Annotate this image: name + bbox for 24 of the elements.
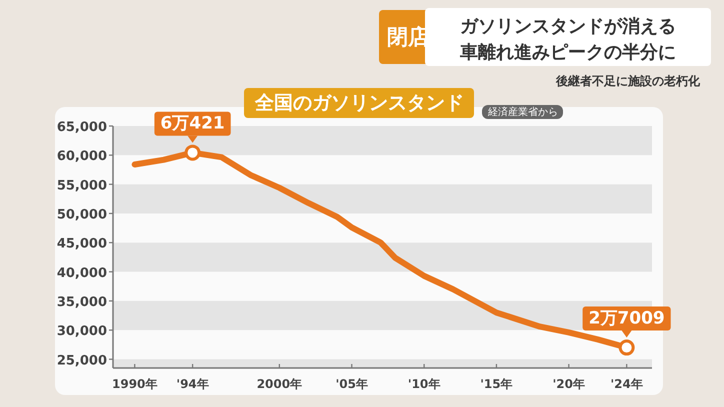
x-tick-label: '94年 xyxy=(176,377,209,391)
annotation: 6万421 xyxy=(160,114,225,134)
y-tick-label: 50,000 xyxy=(56,207,107,222)
x-tick-label: '05年 xyxy=(336,377,368,391)
y-tick-label: 25,000 xyxy=(56,353,107,368)
y-tick-label: 30,000 xyxy=(56,324,107,340)
text: 後継者不足に施設の老朽化 xyxy=(555,74,701,88)
x-tick-label: 1990年 xyxy=(112,377,158,391)
y-tick-label: 35,000 xyxy=(56,294,107,310)
text: 経済産業省から xyxy=(487,106,558,118)
x-tick-label: '20年 xyxy=(552,377,585,391)
x-tick-label: 2000年 xyxy=(256,377,302,391)
x-tick-label: '24年 xyxy=(610,377,643,391)
annotation: 2万7009 xyxy=(588,308,665,329)
y-tick-label: 65,000 xyxy=(56,120,107,135)
x-tick-label: '10年 xyxy=(408,377,440,391)
x-tick-label: '15年 xyxy=(480,377,513,391)
text: ガソリンスタンドが消える xyxy=(460,16,676,37)
y-tick-label: 45,000 xyxy=(56,236,107,252)
chart-title: 全国のガソリンスタンド xyxy=(254,92,464,114)
y-tick-label: 60,000 xyxy=(56,149,107,164)
y-tick-label: 40,000 xyxy=(56,266,107,281)
text: 車離れ進みピークの半分に xyxy=(459,42,676,63)
y-tick-label: 55,000 xyxy=(56,178,107,194)
